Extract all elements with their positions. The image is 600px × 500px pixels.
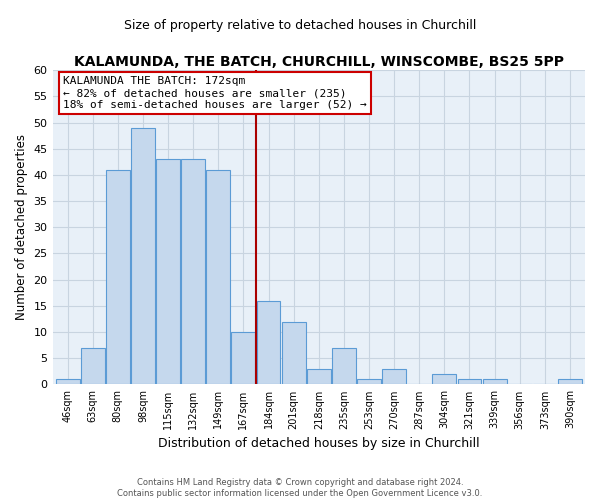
Bar — [382, 368, 406, 384]
Bar — [357, 379, 381, 384]
X-axis label: Distribution of detached houses by size in Churchill: Distribution of detached houses by size … — [158, 437, 479, 450]
Text: Size of property relative to detached houses in Churchill: Size of property relative to detached ho… — [124, 20, 476, 32]
Bar — [156, 159, 180, 384]
Text: Contains HM Land Registry data © Crown copyright and database right 2024.
Contai: Contains HM Land Registry data © Crown c… — [118, 478, 482, 498]
Bar — [181, 159, 205, 384]
Bar — [332, 348, 356, 385]
Title: KALAMUNDA, THE BATCH, CHURCHILL, WINSCOMBE, BS25 5PP: KALAMUNDA, THE BATCH, CHURCHILL, WINSCOM… — [74, 55, 564, 69]
Bar — [307, 368, 331, 384]
Bar — [257, 300, 280, 384]
Bar — [282, 322, 305, 384]
Y-axis label: Number of detached properties: Number of detached properties — [15, 134, 28, 320]
Bar — [232, 332, 256, 384]
Bar — [458, 379, 481, 384]
Bar — [81, 348, 104, 385]
Bar — [131, 128, 155, 384]
Bar — [482, 379, 506, 384]
Bar — [56, 379, 80, 384]
Bar — [206, 170, 230, 384]
Bar — [558, 379, 582, 384]
Bar — [106, 170, 130, 384]
Bar — [433, 374, 456, 384]
Text: KALAMUNDA THE BATCH: 172sqm
← 82% of detached houses are smaller (235)
18% of se: KALAMUNDA THE BATCH: 172sqm ← 82% of det… — [63, 76, 367, 110]
